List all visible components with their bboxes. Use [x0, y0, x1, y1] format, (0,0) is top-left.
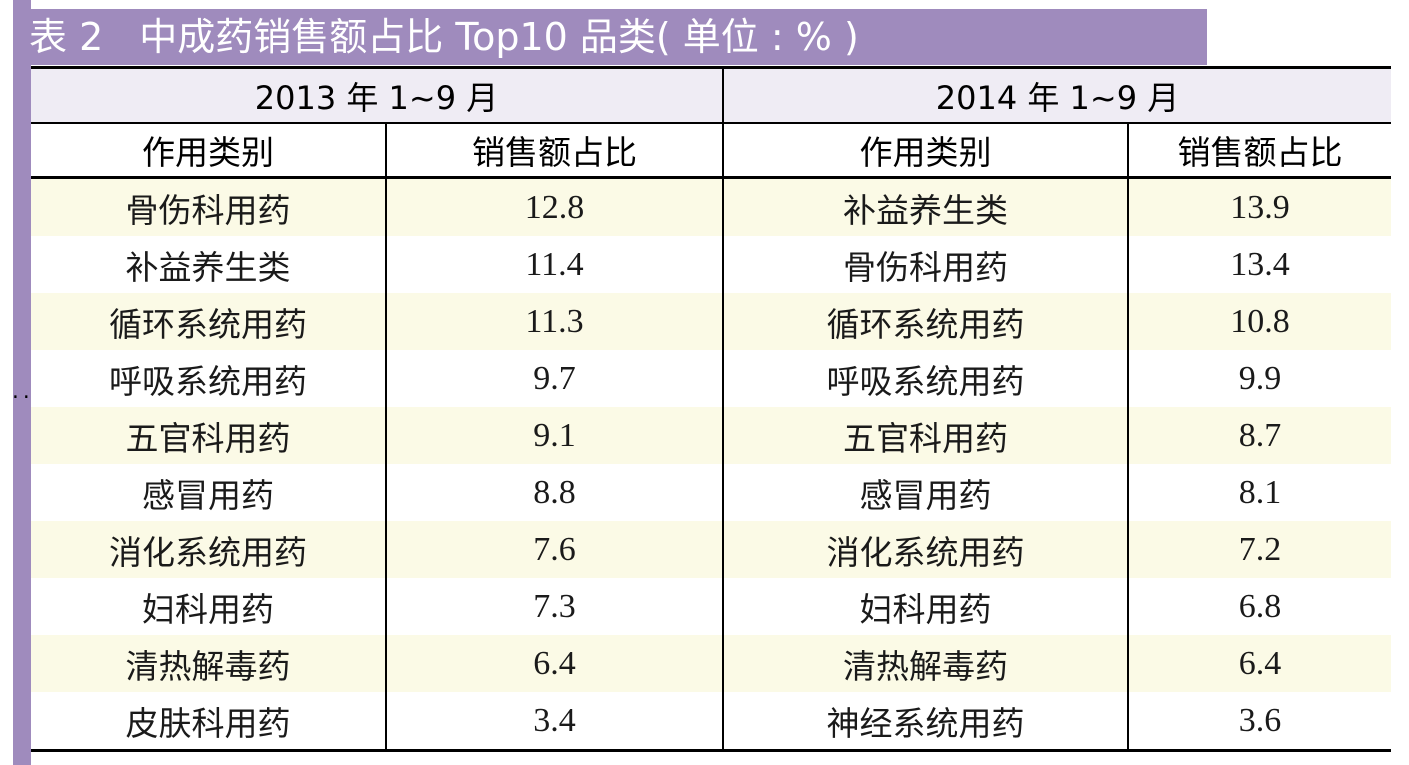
- category-2013-header: 作用类别: [31, 123, 387, 179]
- category-2014-cell: 清热解毒药: [723, 635, 1129, 692]
- category-2013-cell: 感冒用药: [31, 464, 387, 521]
- table-row: 清热解毒药 6.4 清热解毒药 6.4: [31, 635, 1391, 692]
- table-title: 中成药销售额占比 Top10 品类( 单位 : % ): [139, 15, 859, 59]
- share-2014-cell: 9.9: [1128, 350, 1391, 407]
- category-2013-cell: 消化系统用药: [31, 521, 387, 578]
- share-2014-cell: 6.4: [1128, 635, 1391, 692]
- share-2013-cell: 8.8: [386, 464, 724, 521]
- share-2013-cell: 12.8: [386, 177, 724, 236]
- category-2013-cell: 妇科用药: [31, 578, 387, 635]
- category-2013-cell: 补益养生类: [31, 236, 387, 293]
- share-2014-header: 销售额占比: [1128, 123, 1391, 179]
- share-2014-cell: 8.1: [1128, 464, 1391, 521]
- category-2013-cell: 骨伤科用药: [31, 177, 387, 236]
- category-2014-cell: 妇科用药: [723, 578, 1129, 635]
- category-2014-header: 作用类别: [723, 123, 1129, 179]
- table-row: 感冒用药 8.8 感冒用药 8.1: [31, 464, 1391, 521]
- category-2014-cell: 神经系统用药: [723, 692, 1129, 751]
- category-2014-cell: 骨伤科用药: [723, 236, 1129, 293]
- table-row: 骨伤科用药 12.8 补益养生类 13.9: [31, 177, 1391, 236]
- share-2014-cell: 13.4: [1128, 236, 1391, 293]
- left-accent-strip: [13, 0, 31, 765]
- category-2014-cell: 补益养生类: [723, 177, 1129, 236]
- column-header-row: 作用类别 销售额占比 作用类别 销售额占比: [31, 123, 1391, 179]
- share-2013-cell: 11.3: [386, 293, 724, 350]
- share-2014-cell: 10.8: [1128, 293, 1391, 350]
- category-2014-cell: 循环系统用药: [723, 293, 1129, 350]
- share-2014-cell: 13.9: [1128, 177, 1391, 236]
- table-row: 消化系统用药 7.6 消化系统用药 7.2: [31, 521, 1391, 578]
- category-2013-cell: 清热解毒药: [31, 635, 387, 692]
- category-2013-cell: 循环系统用药: [31, 293, 387, 350]
- category-2013-cell: 皮肤科用药: [31, 692, 387, 751]
- table-row: 呼吸系统用药 9.7 呼吸系统用药 9.9: [31, 350, 1391, 407]
- share-2014-cell: 7.2: [1128, 521, 1391, 578]
- share-2013-cell: 7.6: [386, 521, 724, 578]
- category-2014-cell: 呼吸系统用药: [723, 350, 1129, 407]
- share-2013-cell: 9.7: [386, 350, 724, 407]
- share-2014-cell: 6.8: [1128, 578, 1391, 635]
- share-2014-cell: 8.7: [1128, 407, 1391, 464]
- table-row: 妇科用药 7.3 妇科用药 6.8: [31, 578, 1391, 635]
- share-2013-cell: 9.1: [386, 407, 724, 464]
- share-2014-cell: 3.6: [1128, 692, 1391, 751]
- share-2013-cell: 11.4: [386, 236, 724, 293]
- share-2013-cell: 6.4: [386, 635, 724, 692]
- share-2013-cell: 7.3: [386, 578, 724, 635]
- table-title-bar: 表 2 中成药销售额占比 Top10 品类( 单位 : % ): [13, 9, 1207, 65]
- period-2014-header: 2014 年 1~9 月: [723, 67, 1391, 124]
- margin-marker: ··: [10, 387, 32, 408]
- table-row: 皮肤科用药 3.4 神经系统用药 3.6: [31, 692, 1391, 751]
- table-number: 表 2: [29, 15, 104, 59]
- share-2013-header: 销售额占比: [386, 123, 724, 179]
- sales-share-table: 2013 年 1~9 月 2014 年 1~9 月 作用类别 销售额占比 作用类…: [31, 66, 1391, 752]
- period-2013-header: 2013 年 1~9 月: [31, 67, 724, 124]
- table-row: 五官科用药 9.1 五官科用药 8.7: [31, 407, 1391, 464]
- table-row: 补益养生类 11.4 骨伤科用药 13.4: [31, 236, 1391, 293]
- category-2014-cell: 消化系统用药: [723, 521, 1129, 578]
- category-2013-cell: 五官科用药: [31, 407, 387, 464]
- table-body: 骨伤科用药 12.8 补益养生类 13.9 补益养生类 11.4 骨伤科用药 1…: [31, 177, 1391, 751]
- category-2013-cell: 呼吸系统用药: [31, 350, 387, 407]
- table-row: 循环系统用药 11.3 循环系统用药 10.8: [31, 293, 1391, 350]
- period-header-row: 2013 年 1~9 月 2014 年 1~9 月: [31, 67, 1391, 124]
- category-2014-cell: 感冒用药: [723, 464, 1129, 521]
- share-2013-cell: 3.4: [386, 692, 724, 751]
- category-2014-cell: 五官科用药: [723, 407, 1129, 464]
